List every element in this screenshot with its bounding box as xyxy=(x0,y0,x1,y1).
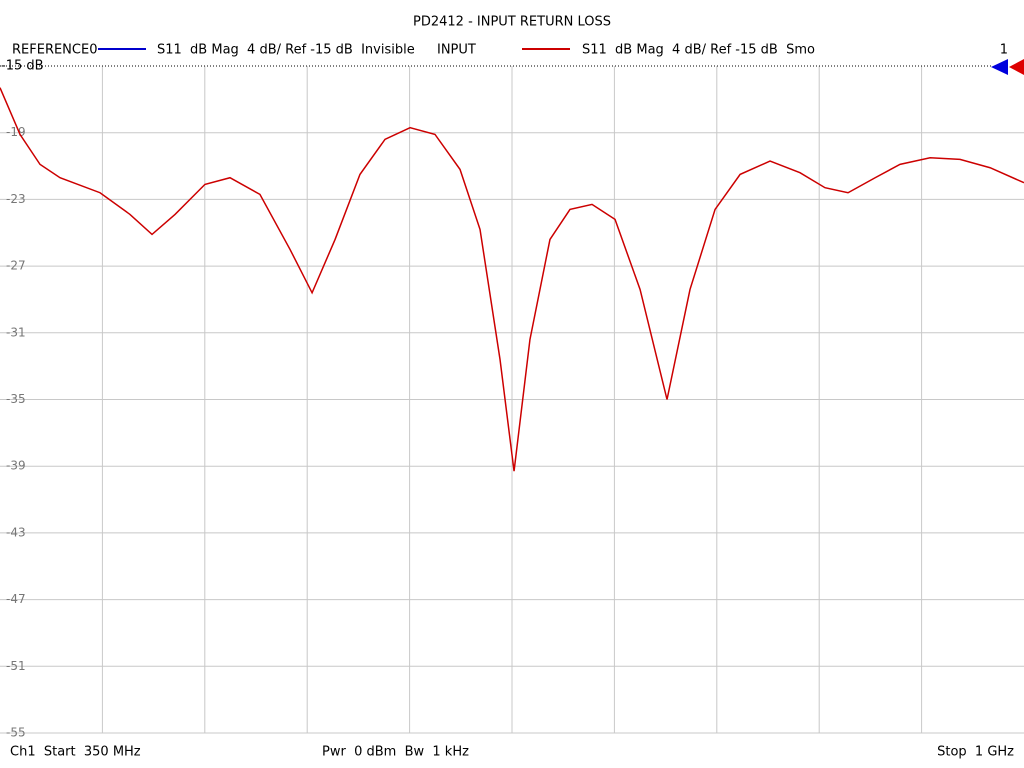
y-tick-label: -27 xyxy=(6,259,26,273)
reference-label: -15 dB xyxy=(1,59,44,74)
y-tick-label: -43 xyxy=(6,525,26,539)
footer-power: Pwr 0 dBm Bw 1 kHz xyxy=(322,745,469,760)
legend-description: S11 dB Mag 4 dB/ Ref -15 dB Invisible xyxy=(157,43,415,58)
chart-title: PD2412 - INPUT RETURN LOSS xyxy=(413,15,611,30)
y-tick-label: -31 xyxy=(6,325,26,339)
y-tick-label: -39 xyxy=(6,459,26,473)
legend-name: REFERENCE0 xyxy=(12,43,97,58)
y-tick-label: -55 xyxy=(6,726,26,740)
trace xyxy=(0,87,1024,472)
y-tick-label: -35 xyxy=(6,392,26,406)
y-tick-label: -51 xyxy=(6,659,26,673)
legend-description: S11 dB Mag 4 dB/ Ref -15 dB Smo xyxy=(582,43,815,58)
y-tick-label: -23 xyxy=(6,192,26,206)
reference-arrow xyxy=(991,59,1008,75)
legend-name: INPUT xyxy=(437,43,476,58)
marker-label: 1 xyxy=(1000,43,1008,58)
reference-arrow xyxy=(1009,59,1024,75)
y-tick-label: -47 xyxy=(6,592,26,606)
footer-start: Ch1 Start 350 MHz xyxy=(10,745,141,760)
footer-stop: Stop 1 GHz xyxy=(937,745,1014,760)
